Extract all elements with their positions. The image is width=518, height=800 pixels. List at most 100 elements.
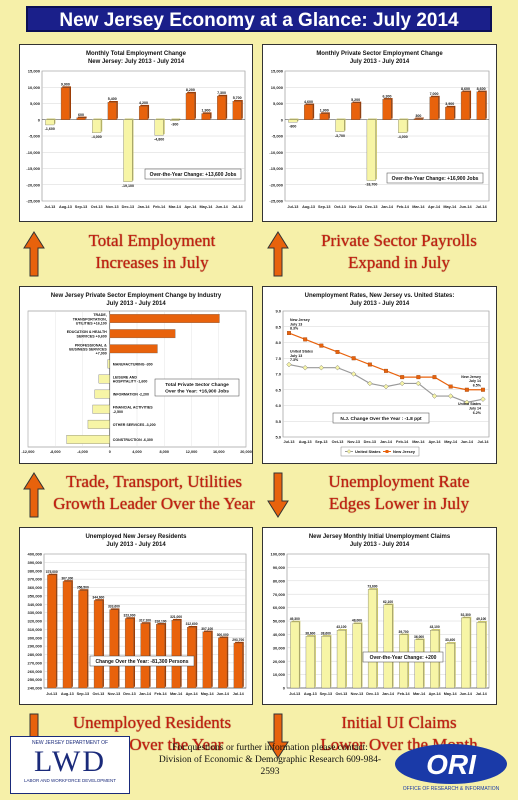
series-point bbox=[335, 350, 340, 354]
x-tick-label: May-14 bbox=[201, 692, 215, 696]
category-label-line: +7,000 bbox=[96, 352, 107, 356]
y-tick-label: 90,000 bbox=[273, 565, 286, 570]
y-tick-label: 290,000 bbox=[28, 644, 43, 649]
annotation-box bbox=[144, 168, 242, 180]
y-tick-label: 15,000 bbox=[28, 69, 41, 74]
legend-marker bbox=[346, 449, 352, 454]
x-tick-label: May-14 bbox=[200, 205, 214, 209]
chart-subtitle: July 2013 - July 2014 bbox=[350, 542, 410, 548]
chart-title: Monthly Private Sector Employment Change bbox=[316, 51, 443, 57]
y-tick-label: 10,000 bbox=[273, 672, 286, 677]
data-label: 321,000 bbox=[170, 615, 182, 619]
point-annotation: July 13 bbox=[290, 354, 302, 358]
x-tick-label: Apr-14 bbox=[186, 692, 199, 696]
bar bbox=[366, 119, 376, 181]
y-tick-label: 20,000 bbox=[273, 659, 286, 664]
caption-line: Trade, Transport, Utilities bbox=[65, 472, 242, 491]
annotation-box bbox=[362, 651, 444, 663]
bar bbox=[476, 91, 486, 120]
x-tick-label: -4,000 bbox=[77, 450, 88, 454]
series-point bbox=[334, 365, 341, 371]
x-tick-label: Apr-14 bbox=[184, 205, 197, 209]
annotation-box bbox=[154, 378, 240, 397]
y-tick-label: 240,000 bbox=[28, 686, 43, 691]
footer-line: For questions or further information ple… bbox=[172, 743, 368, 753]
chart-title: New Jersey Monthly Initial Unemployment … bbox=[309, 534, 451, 540]
data-label: 323,000 bbox=[124, 613, 136, 617]
x-tick-label: Jan-14 bbox=[139, 692, 152, 696]
bar-shadow bbox=[77, 116, 87, 119]
bar bbox=[290, 621, 300, 689]
x-tick-label: Jan-14 bbox=[382, 692, 395, 696]
series-point bbox=[447, 393, 454, 399]
x-tick-label: Aug-13 bbox=[304, 692, 317, 696]
bar bbox=[319, 113, 329, 120]
x-tick-label: Mar-14 bbox=[412, 440, 425, 444]
x-tick-label: Feb-14 bbox=[397, 692, 410, 696]
bar bbox=[109, 344, 158, 354]
up-arrow-icon bbox=[23, 472, 45, 518]
bar bbox=[414, 639, 424, 689]
y-tick-label: -5,000 bbox=[272, 134, 284, 139]
series-point bbox=[302, 365, 308, 371]
point-annotation: New Jersey bbox=[290, 318, 310, 322]
annotation-box bbox=[332, 412, 430, 424]
x-tick-label: Jul-14 bbox=[232, 205, 244, 209]
caption-line: Unemployment Rate bbox=[328, 472, 470, 491]
x-tick-label: Feb-14 bbox=[153, 205, 166, 209]
x-tick-label: Aug-13 bbox=[302, 205, 315, 209]
x-tick-label: 20,000 bbox=[240, 450, 252, 454]
series-point bbox=[286, 361, 292, 368]
x-tick-label: Jul-13 bbox=[46, 692, 57, 696]
bar bbox=[201, 113, 211, 120]
data-label: -3,700 bbox=[335, 134, 345, 138]
bar bbox=[87, 419, 110, 429]
bar bbox=[107, 102, 117, 120]
y-tick-label: -25,000 bbox=[26, 199, 40, 204]
y-tick-label: 260,000 bbox=[28, 669, 43, 674]
caption-line: Growth Leader Over the Year bbox=[53, 494, 255, 513]
series-point bbox=[415, 380, 422, 387]
lwd-logo-top: NEW JERSEY DEPARTMENT OF bbox=[31, 740, 109, 746]
annotation-text: Change Over the Year: -81,300 Persons bbox=[95, 659, 188, 665]
data-label: 367,300 bbox=[61, 576, 73, 580]
bar bbox=[217, 95, 227, 120]
series-point bbox=[464, 399, 470, 406]
y-tick-label: 8.5 bbox=[275, 324, 281, 329]
data-label: 317,100 bbox=[139, 618, 151, 622]
x-tick-label: Jul-14 bbox=[478, 440, 490, 444]
page-title: New Jersey Economy at a Glance: July 201… bbox=[26, 6, 492, 32]
category-label-line: SERVICES +9,600 bbox=[77, 334, 107, 338]
data-label: 7,000 bbox=[430, 92, 439, 96]
data-label: -18,700 bbox=[365, 183, 377, 187]
chart-subtitle: New Jersey: July 2013 - July 2014 bbox=[88, 59, 185, 65]
category-label: TRADE, TRANSPORTATION, UTILITIES +16,100 bbox=[73, 313, 107, 325]
bar-shadow bbox=[171, 118, 181, 120]
data-label: 600 bbox=[78, 113, 84, 117]
x-tick-label: Nov-13 bbox=[106, 205, 119, 209]
x-tick-label: Jul-13 bbox=[284, 440, 295, 444]
x-tick-label: May-14 bbox=[443, 205, 457, 209]
bar bbox=[138, 105, 149, 120]
x-tick-label: Oct-13 bbox=[335, 692, 347, 696]
chart-subtitle: July 2013 - July 2014 bbox=[350, 59, 410, 65]
y-tick-label: 10,000 bbox=[271, 85, 284, 90]
data-label: 300 bbox=[415, 114, 421, 118]
chart-total-employment: Monthly Total Employment Change New Jerse… bbox=[19, 44, 253, 222]
y-tick-label: 5.5 bbox=[275, 419, 281, 424]
bar bbox=[445, 106, 455, 120]
y-tick-label: 250,000 bbox=[28, 677, 43, 682]
x-tick-label: Sep-13 bbox=[318, 205, 330, 209]
y-tick-label: -5,000 bbox=[29, 134, 41, 139]
bar bbox=[94, 389, 110, 399]
series-point bbox=[383, 383, 389, 390]
category-label: INFORMATION -2,200 bbox=[113, 393, 149, 397]
x-tick-label: Jan-14 bbox=[137, 205, 150, 209]
x-tick-label: Nov-13 bbox=[108, 692, 121, 696]
data-label: -800 bbox=[289, 124, 296, 128]
category-label-line: PROFESSIONAL & bbox=[75, 343, 107, 347]
data-label: 38,600 bbox=[321, 631, 331, 635]
data-label: 300,000 bbox=[217, 633, 229, 637]
bar bbox=[76, 117, 86, 120]
y-tick-label: 0 bbox=[283, 686, 286, 691]
